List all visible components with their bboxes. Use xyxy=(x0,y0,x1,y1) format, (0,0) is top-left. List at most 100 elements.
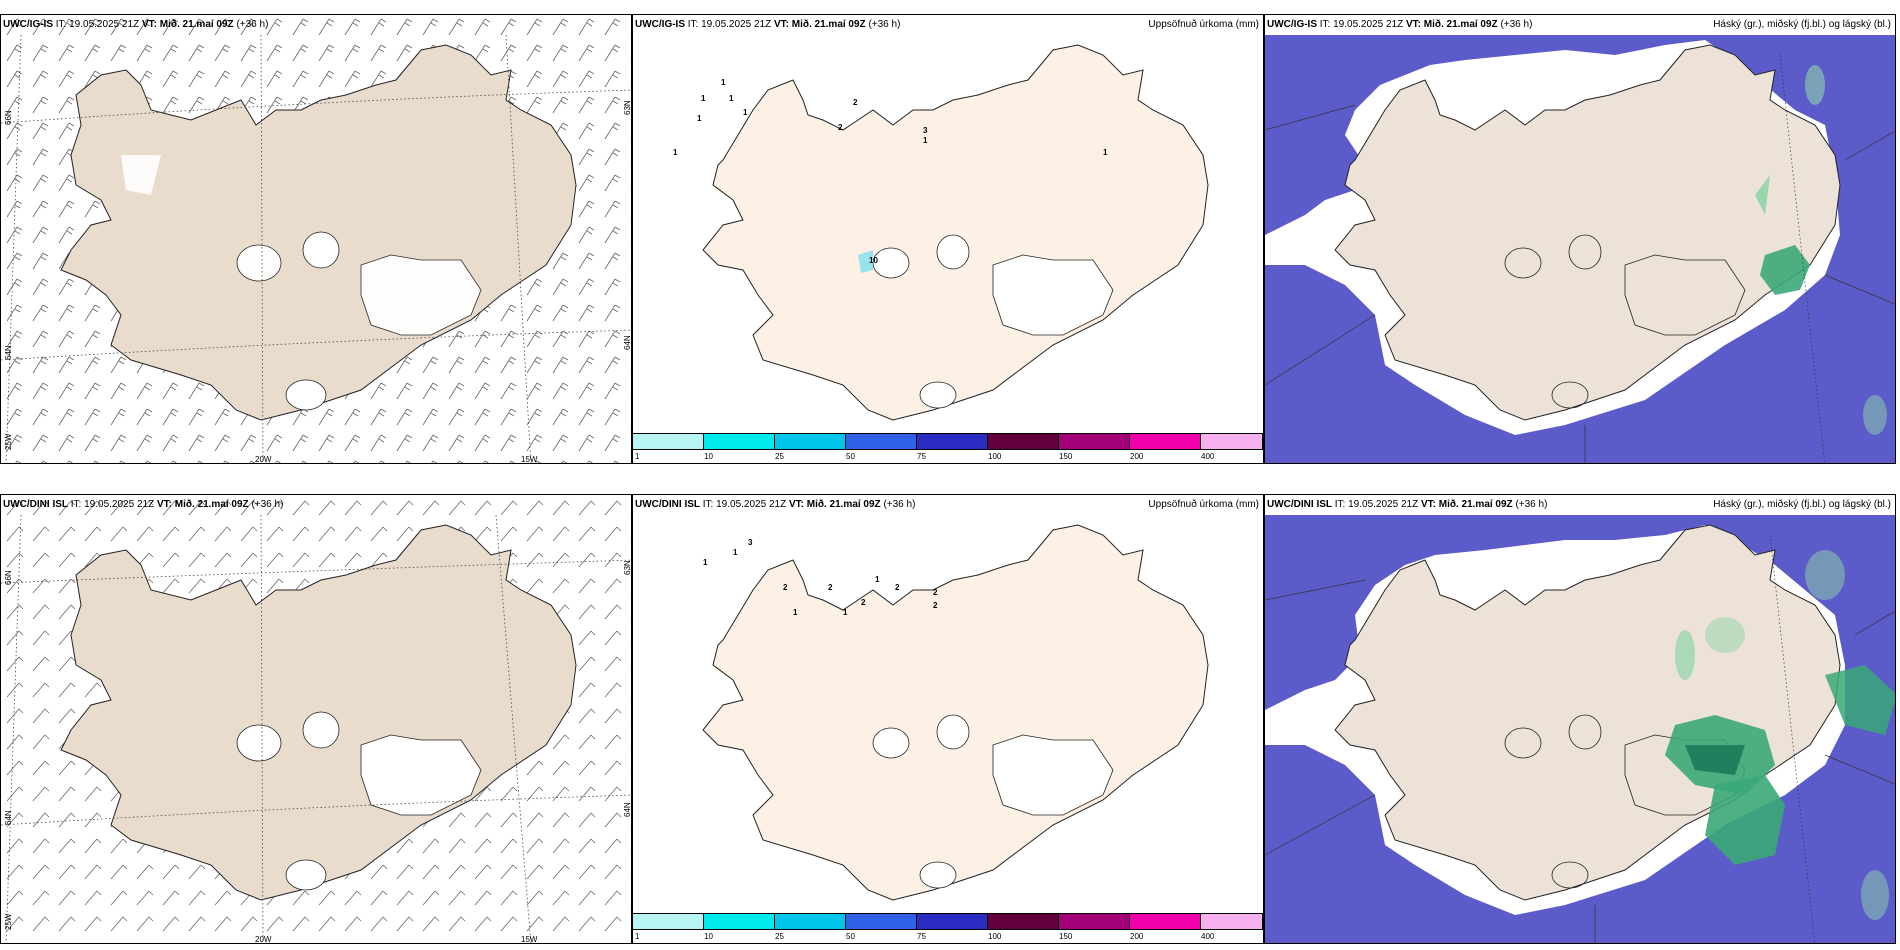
svg-text:1: 1 xyxy=(923,136,928,145)
colorbar-labels: 1 10 25 50 75 100 150 200 400 xyxy=(633,452,1263,462)
wind-map xyxy=(1,495,631,943)
cloud-map xyxy=(1265,35,1895,463)
colorbar-label: 1 xyxy=(635,932,640,941)
colorbar-swatch xyxy=(633,433,704,450)
colorbar-label: 50 xyxy=(846,452,855,461)
colorbar-label: 200 xyxy=(1130,452,1144,461)
lat-label: 63N xyxy=(623,100,632,115)
colorbar-label: 100 xyxy=(988,932,1002,941)
svg-text:1: 1 xyxy=(673,148,678,157)
wind-panel-row1: UWC/IG-IS IT: 19.05.2025 21Z VT: Mið. 21… xyxy=(0,14,632,464)
colorbar-label: 100 xyxy=(988,452,1002,461)
cloud-title: Háský (gr.), miðský (fj.bl.) og lágský (… xyxy=(1713,19,1891,30)
cloud-panel-row1: UWC/IG-IS IT: 19.05.2025 21Z VT: Mið. 21… xyxy=(1264,14,1896,464)
wind-panel-row2: UWC/DINI ISL IT: 19.05.2025 21Z VT: Mið.… xyxy=(0,494,632,944)
panel-header: UWC/IG-IS IT: 19.05.2025 21Z VT: Mið. 21… xyxy=(3,19,269,30)
colorbar-label: 25 xyxy=(775,452,784,461)
svg-text:10: 10 xyxy=(869,256,878,265)
svg-text:1: 1 xyxy=(697,114,702,123)
cloud-title: Háský (gr.), miðský (fj.bl.) og lágský (… xyxy=(1713,499,1891,510)
lat-label: 64N xyxy=(623,802,632,817)
svg-text:1: 1 xyxy=(793,608,798,617)
precip-panel-row2: UWC/DINI ISL IT: 19.05.2025 21Z VT: Mið.… xyxy=(632,494,1264,944)
lat-label: 66N xyxy=(4,110,13,125)
svg-text:1: 1 xyxy=(701,94,706,103)
panel-header: UWC/IG-IS IT: 19.05.2025 21Z VT: Mið. 21… xyxy=(635,19,901,30)
colorbar-label: 50 xyxy=(846,932,855,941)
lon-label: 20W xyxy=(255,455,272,464)
colorbar-swatch xyxy=(988,913,1059,930)
colorbar-swatch xyxy=(775,913,846,930)
colorbar-swatch xyxy=(846,433,917,450)
lon-label: 15W xyxy=(521,935,538,944)
colorbar-labels: 1 10 25 50 75 100 150 200 400 xyxy=(633,932,1263,942)
colorbar-swatch xyxy=(1130,913,1201,930)
colorbar-label: 75 xyxy=(917,932,926,941)
lat-label: 64N xyxy=(4,810,13,825)
precip-points: 1 1 1 1 1 1 2 3 1 2 1 10 xyxy=(673,78,1108,265)
colorbar-label: 1 xyxy=(635,452,640,461)
colorbar-label: 25 xyxy=(775,932,784,941)
colorbar-label: 200 xyxy=(1130,932,1144,941)
lon-label: 15W xyxy=(521,455,538,464)
colorbar-label: 10 xyxy=(704,932,713,941)
colorbar-label: 150 xyxy=(1059,932,1073,941)
cloud-map xyxy=(1265,515,1895,943)
panel-header: UWC/DINI ISL IT: 19.05.2025 21Z VT: Mið.… xyxy=(635,499,916,510)
colorbar-swatch xyxy=(988,433,1059,450)
colorbar-swatch xyxy=(633,913,704,930)
svg-text:2: 2 xyxy=(838,123,843,132)
svg-text:1: 1 xyxy=(729,94,734,103)
precip-panel-row1: UWC/IG-IS IT: 19.05.2025 21Z VT: Mið. 21… xyxy=(632,14,1264,464)
cloud-panel-row2: UWC/DINI ISL IT: 19.05.2025 21Z VT: Mið.… xyxy=(1264,494,1896,944)
colorbar-swatch xyxy=(1130,433,1201,450)
colorbar-label: 75 xyxy=(917,452,926,461)
lat-label: 66N xyxy=(4,570,13,585)
svg-text:1: 1 xyxy=(875,575,880,584)
lat-label: 64N xyxy=(623,335,632,350)
precip-points: 1 1 3 2 1 2 2 1 2 2 2 1 xyxy=(703,538,938,617)
lat-label: 25W xyxy=(4,433,13,450)
colorbar xyxy=(633,433,1263,450)
lat-label: 25W xyxy=(4,913,13,930)
colorbar-swatch xyxy=(775,433,846,450)
precip-map: 1 1 1 1 1 1 2 3 1 2 1 10 xyxy=(673,44,1209,421)
colorbar-swatch xyxy=(1059,913,1130,930)
precip-title: Uppsöfnuð úrkoma (mm) xyxy=(1148,19,1259,30)
lat-label: 64N xyxy=(4,345,13,360)
svg-text:1: 1 xyxy=(1103,148,1108,157)
panel-header: UWC/DINI ISL IT: 19.05.2025 21Z VT: Mið.… xyxy=(3,499,284,510)
svg-text:1: 1 xyxy=(733,548,738,557)
svg-text:1: 1 xyxy=(703,558,708,567)
svg-text:2: 2 xyxy=(853,98,858,107)
lon-label: 20W xyxy=(255,935,272,944)
svg-text:2: 2 xyxy=(933,588,938,597)
precip-title: Uppsöfnuð úrkoma (mm) xyxy=(1148,499,1259,510)
svg-text:3: 3 xyxy=(748,538,753,547)
colorbar-swatch xyxy=(1201,913,1263,930)
lat-label: 63N xyxy=(623,560,632,575)
panel-header: UWC/DINI ISL IT: 19.05.2025 21Z VT: Mið.… xyxy=(1267,499,1548,510)
precip-map: 1 1 3 2 1 2 2 1 2 2 2 1 xyxy=(702,524,1209,901)
panel-header: UWC/IG-IS IT: 19.05.2025 21Z VT: Mið. 21… xyxy=(1267,19,1533,30)
colorbar-swatch xyxy=(917,433,988,450)
svg-text:2: 2 xyxy=(861,598,866,607)
svg-text:2: 2 xyxy=(895,583,900,592)
svg-text:1: 1 xyxy=(721,78,726,87)
svg-text:1: 1 xyxy=(843,608,848,617)
svg-text:2: 2 xyxy=(933,601,938,610)
colorbar-label: 400 xyxy=(1201,932,1215,941)
svg-text:1: 1 xyxy=(743,108,748,117)
svg-text:2: 2 xyxy=(828,583,833,592)
svg-text:2: 2 xyxy=(783,583,788,592)
colorbar-label: 400 xyxy=(1201,452,1215,461)
colorbar-swatch xyxy=(704,913,775,930)
colorbar-swatch xyxy=(917,913,988,930)
colorbar-label: 150 xyxy=(1059,452,1073,461)
colorbar-swatch xyxy=(1059,433,1130,450)
colorbar-swatch xyxy=(846,913,917,930)
colorbar-swatch xyxy=(1201,433,1263,450)
wind-map xyxy=(1,15,631,463)
colorbar-swatch xyxy=(704,433,775,450)
svg-text:3: 3 xyxy=(923,126,928,135)
